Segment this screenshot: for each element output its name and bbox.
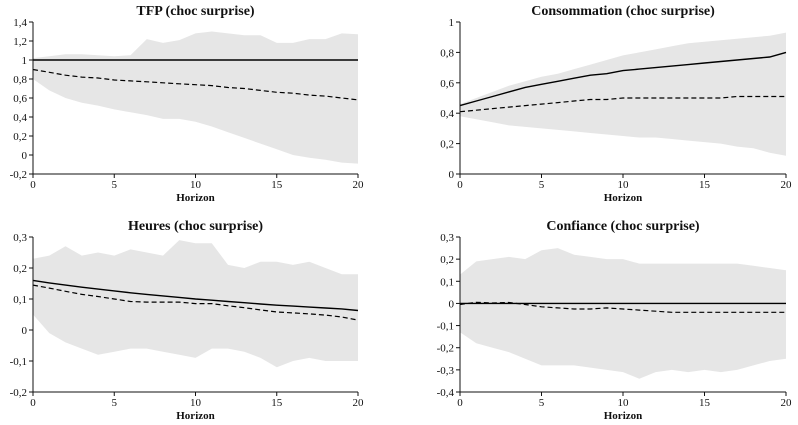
x-tick-label: 15 [699, 179, 711, 191]
x-tick-label: 10 [190, 397, 202, 409]
y-tick-label: -0,3 [437, 365, 455, 377]
y-tick-label: 0,2 [13, 131, 27, 143]
y-tick-label: 0,8 [13, 74, 27, 86]
x-tick-label: 15 [699, 397, 711, 409]
x-tick-label: 5 [539, 397, 545, 409]
confidence-band [33, 31, 358, 164]
y-tick-label: 0,3 [440, 232, 454, 244]
y-tick-label: 0,6 [440, 78, 454, 90]
x-tick-label: 10 [190, 179, 202, 191]
y-tick-label: -0,2 [10, 387, 27, 399]
y-tick-label: 1,4 [13, 17, 27, 29]
solid-series-line [459, 51, 787, 107]
chart-title: Heures (choc surprise) [128, 219, 263, 234]
chart-panel-3: -0,2 -0,1 0 0,1 0,2 0,3 0 5 10 15 20 Horizon Heures … [10, 219, 364, 422]
x-tick-label: 0 [457, 397, 463, 409]
chart-panel-2: 00,20,40,60,810 5 10 15 20HorizonConsommatio… [440, 4, 792, 204]
y-tick-label: 1,2 [13, 36, 27, 48]
y-tick-label: 0,2 [440, 254, 454, 266]
y-tick-label: 0,4 [13, 112, 27, 124]
y-tick-label: 1 [22, 55, 28, 67]
x-axis-label: Horizon [176, 192, 215, 204]
solid-series-line [32, 279, 359, 312]
x-tick-label: 0 [30, 397, 36, 409]
x-tick-label: 5 [112, 179, 118, 191]
x-axis-label: Horizon [604, 192, 643, 204]
x-tick-label: 20 [781, 179, 793, 191]
x-tick-label: 5 [112, 397, 118, 409]
x-tick-label: 20 [353, 397, 365, 409]
x-axis-label: Horizon [604, 410, 643, 422]
dashed-series-line [32, 68, 359, 101]
chart-panel-4: -0,4 -0,3 -0,2 -0,1 0 0,1 0,2 0,3 0 5 10 15 20 Horizo… [437, 219, 792, 422]
y-tick-label: 0,2 [440, 139, 454, 151]
y-tick-label: 0,4 [440, 108, 454, 120]
chart-title: Confiance (choc surprise) [546, 219, 700, 234]
x-tick-label: 15 [271, 397, 283, 409]
y-tick-label: 0 [449, 169, 455, 181]
y-tick-label: -0,1 [10, 356, 27, 368]
chart-title: TFP (choc surprise) [136, 4, 255, 19]
dashed-series-line [32, 284, 359, 321]
x-axis-label: Horizon [176, 410, 215, 422]
chart-title: Consommation (choc surprise) [531, 4, 715, 19]
y-tick-label: 0,8 [440, 47, 454, 59]
y-tick-label: 1 [449, 17, 455, 29]
confidence-band [460, 32, 786, 156]
y-tick-label: -0,2 [437, 343, 454, 355]
y-tick-label: -0,2 [10, 169, 27, 181]
x-tick-label: 20 [353, 179, 365, 191]
x-tick-label: 20 [781, 397, 793, 409]
chart-panel-1: -0,200,20,40,60,811,21,40 5 10 15 20HorizonT… [10, 4, 364, 204]
y-tick-label: 0 [22, 150, 28, 162]
y-tick-label: 0 [22, 325, 28, 337]
x-tick-label: 10 [618, 397, 630, 409]
y-tick-label: 0,6 [13, 93, 27, 105]
y-tick-label: 0,3 [13, 232, 27, 244]
y-tick-label: -0,1 [437, 321, 454, 333]
x-tick-label: 0 [457, 179, 463, 191]
x-tick-label: 5 [539, 179, 545, 191]
dashed-series-line [459, 95, 786, 113]
y-tick-label: 0 [449, 298, 455, 310]
x-tick-label: 15 [271, 179, 283, 191]
y-tick-label: 0,2 [13, 263, 27, 275]
y-tick-label: -0,4 [437, 387, 455, 399]
y-tick-label: 0,1 [440, 276, 454, 288]
dashed-series-line [459, 301, 786, 313]
y-tick-label: 0,1 [13, 294, 27, 306]
x-tick-label: 10 [618, 179, 630, 191]
x-tick-label: 0 [30, 179, 36, 191]
confidence-band [460, 248, 786, 379]
